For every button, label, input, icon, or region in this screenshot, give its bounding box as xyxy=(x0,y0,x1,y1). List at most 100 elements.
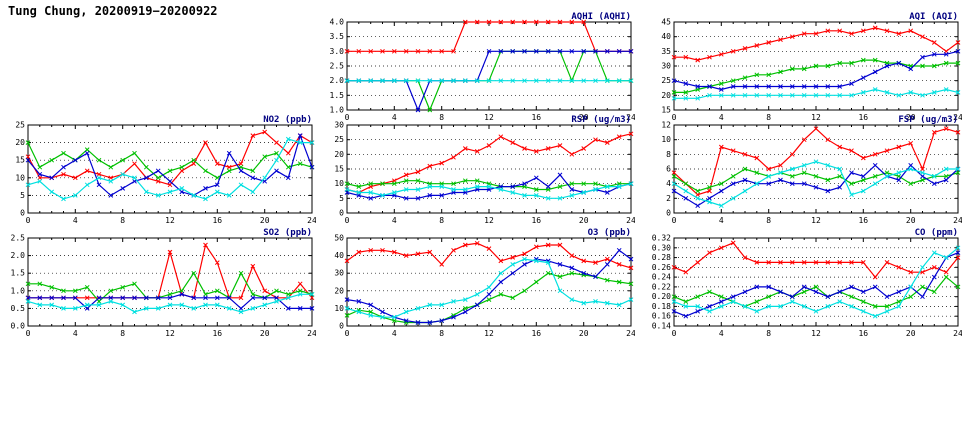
page-title: Tung Chung, 20200919−20200922 xyxy=(8,4,218,18)
svg-text:20: 20 xyxy=(334,150,344,159)
svg-text:8: 8 xyxy=(766,216,771,225)
svg-text:O3 (ppb): O3 (ppb) xyxy=(588,228,631,238)
svg-text:0: 0 xyxy=(672,216,677,225)
svg-text:24: 24 xyxy=(953,113,962,122)
svg-text:1.0: 1.0 xyxy=(330,106,345,115)
svg-text:15: 15 xyxy=(661,106,671,115)
svg-text:8: 8 xyxy=(766,329,771,338)
chart-co: 0 4 8 12 16 20 24 0.14 0.16 0.18 0.20 0.22 0.24 0.26 0… xyxy=(646,226,962,342)
svg-text:20: 20 xyxy=(906,329,916,338)
chart-no2: 0 4 8 12 16 20 24 0 5 10 15 20 25 NO2 (ppb) xyxy=(0,113,316,229)
svg-text:15: 15 xyxy=(15,156,25,165)
svg-text:4: 4 xyxy=(73,216,78,225)
svg-text:0.30: 0.30 xyxy=(652,243,671,252)
svg-text:24: 24 xyxy=(307,216,316,225)
svg-text:CO (ppm): CO (ppm) xyxy=(915,228,958,238)
svg-text:30: 30 xyxy=(661,62,671,71)
svg-text:0.32: 0.32 xyxy=(652,234,671,243)
svg-text:1.5: 1.5 xyxy=(330,91,345,100)
svg-text:SO2 (ppb): SO2 (ppb) xyxy=(263,228,312,238)
svg-text:0: 0 xyxy=(345,216,350,225)
svg-text:2.0: 2.0 xyxy=(330,76,345,85)
svg-text:12: 12 xyxy=(811,329,821,338)
svg-text:0: 0 xyxy=(339,322,344,331)
svg-text:2: 2 xyxy=(666,194,671,203)
svg-text:0: 0 xyxy=(672,113,677,122)
svg-text:20: 20 xyxy=(906,216,916,225)
svg-text:0: 0 xyxy=(20,209,25,218)
svg-text:10: 10 xyxy=(15,173,25,182)
svg-text:20: 20 xyxy=(260,216,270,225)
chart-aqi: 0 4 8 12 16 20 24 15 20 25 30 35 40 45 AQI (AQI) xyxy=(646,10,962,126)
svg-text:RSP (ug/m3): RSP (ug/m3) xyxy=(571,115,631,125)
svg-text:2.5: 2.5 xyxy=(330,62,345,71)
svg-text:20: 20 xyxy=(579,113,589,122)
svg-text:0: 0 xyxy=(345,329,350,338)
svg-text:0.14: 0.14 xyxy=(652,322,671,331)
svg-text:0.0: 0.0 xyxy=(11,322,26,331)
svg-text:20: 20 xyxy=(661,91,671,100)
svg-text:16: 16 xyxy=(858,216,868,225)
svg-text:12: 12 xyxy=(484,216,494,225)
svg-text:FSP (ug/m3): FSP (ug/m3) xyxy=(898,115,958,125)
svg-text:0.16: 0.16 xyxy=(652,312,671,321)
svg-text:0: 0 xyxy=(339,209,344,218)
svg-text:4: 4 xyxy=(392,113,397,122)
svg-text:30: 30 xyxy=(334,121,344,130)
svg-text:25: 25 xyxy=(15,121,25,130)
svg-text:24: 24 xyxy=(626,216,635,225)
svg-text:16: 16 xyxy=(531,216,541,225)
svg-text:0.26: 0.26 xyxy=(652,263,671,272)
svg-text:30: 30 xyxy=(334,269,344,278)
svg-text:4: 4 xyxy=(719,113,724,122)
svg-text:4: 4 xyxy=(392,216,397,225)
svg-text:0.5: 0.5 xyxy=(11,304,26,313)
svg-text:8: 8 xyxy=(439,329,444,338)
chart-so2: 0 4 8 12 16 20 24 0.0 0.5 1.0 1.5 2.0 2.5 SO2 (ppb) xyxy=(0,226,316,342)
svg-text:20: 20 xyxy=(906,113,916,122)
svg-text:0.24: 0.24 xyxy=(652,273,671,282)
chart-rsp: 0 4 8 12 16 20 24 0 5 10 15 20 25 30 RSP (ug/m3) xyxy=(319,113,635,229)
chart-aqhi: 0 4 8 12 16 20 24 1.0 1.5 2.0 2.5 3.0 3.5 4.0 AQHI (AQ… xyxy=(319,10,635,126)
svg-text:24: 24 xyxy=(953,216,962,225)
svg-text:8: 8 xyxy=(439,113,444,122)
svg-text:16: 16 xyxy=(212,216,222,225)
chart-o3: 0 4 8 12 16 20 24 0 10 20 30 40 50 O3 (ppb) xyxy=(319,226,635,342)
svg-text:1.0: 1.0 xyxy=(11,286,26,295)
svg-text:AQI (AQI): AQI (AQI) xyxy=(909,12,958,22)
svg-text:16: 16 xyxy=(858,113,868,122)
svg-text:12: 12 xyxy=(484,329,494,338)
svg-text:0.18: 0.18 xyxy=(652,302,671,311)
svg-text:8: 8 xyxy=(439,216,444,225)
svg-text:NO2 (ppb): NO2 (ppb) xyxy=(263,115,312,125)
svg-text:40: 40 xyxy=(661,32,671,41)
svg-text:0.28: 0.28 xyxy=(652,253,671,262)
svg-text:20: 20 xyxy=(579,216,589,225)
chart-fsp: 0 4 8 12 16 20 24 0 2 4 6 8 10 12 FSP (ug/m3) xyxy=(646,113,962,229)
svg-text:4.0: 4.0 xyxy=(330,18,345,27)
svg-text:8: 8 xyxy=(666,150,671,159)
svg-text:6: 6 xyxy=(666,165,671,174)
svg-text:16: 16 xyxy=(858,329,868,338)
svg-text:0: 0 xyxy=(672,329,677,338)
svg-text:20: 20 xyxy=(15,138,25,147)
svg-text:4: 4 xyxy=(73,329,78,338)
svg-text:5: 5 xyxy=(20,191,25,200)
svg-text:24: 24 xyxy=(307,329,316,338)
svg-text:16: 16 xyxy=(531,113,541,122)
svg-text:50: 50 xyxy=(334,234,344,243)
svg-text:20: 20 xyxy=(260,329,270,338)
svg-text:3.5: 3.5 xyxy=(330,32,345,41)
svg-text:0: 0 xyxy=(345,113,350,122)
svg-text:35: 35 xyxy=(661,47,671,56)
svg-text:24: 24 xyxy=(626,329,635,338)
svg-text:10: 10 xyxy=(334,304,344,313)
svg-text:3.0: 3.0 xyxy=(330,47,345,56)
svg-text:12: 12 xyxy=(811,216,821,225)
svg-text:4: 4 xyxy=(719,216,724,225)
svg-text:45: 45 xyxy=(661,18,671,27)
svg-text:16: 16 xyxy=(531,329,541,338)
svg-text:4: 4 xyxy=(666,179,671,188)
svg-text:2.0: 2.0 xyxy=(11,251,26,260)
svg-text:8: 8 xyxy=(120,216,125,225)
